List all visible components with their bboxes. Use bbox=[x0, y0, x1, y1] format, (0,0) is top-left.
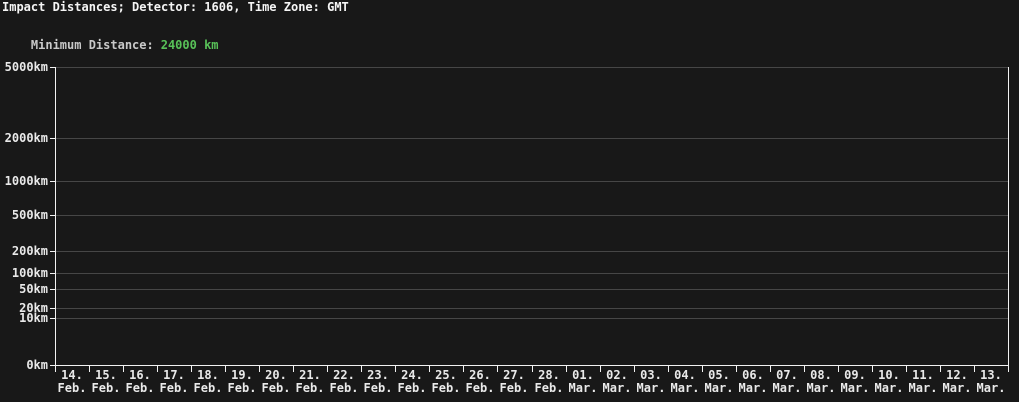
x-axis-tick bbox=[702, 366, 703, 372]
x-axis-label: 01. Mar. bbox=[568, 368, 598, 395]
x-axis-tick bbox=[600, 366, 601, 372]
x-axis-tick bbox=[736, 366, 737, 372]
x-axis-label: 02. Mar. bbox=[602, 368, 632, 395]
x-axis-label: 25. Feb. bbox=[431, 368, 461, 395]
x-axis-label: 04. Mar. bbox=[670, 368, 700, 395]
x-axis-label: 03. Mar. bbox=[636, 368, 666, 395]
x-axis-tick bbox=[293, 366, 294, 372]
y-gridline bbox=[55, 138, 1008, 139]
x-axis-tick bbox=[906, 366, 907, 372]
y-axis-tick bbox=[50, 273, 55, 274]
x-axis-label: 20. Feb. bbox=[261, 368, 291, 395]
minimum-distance-value: 24000 km bbox=[160, 38, 219, 52]
y-axis-label: 5000km bbox=[4, 60, 48, 74]
y-gridline bbox=[55, 308, 1008, 309]
x-axis-tick bbox=[770, 366, 771, 372]
x-axis-tick bbox=[804, 366, 805, 372]
x-axis-label: 15. Feb. bbox=[91, 368, 121, 395]
x-axis-tick bbox=[361, 366, 362, 372]
y-axis-label: 100km bbox=[11, 266, 48, 280]
x-axis-tick bbox=[532, 366, 533, 372]
y-axis-label: 2000km bbox=[4, 131, 48, 145]
y-axis-line-right bbox=[1008, 67, 1009, 366]
y-gridline bbox=[55, 289, 1008, 290]
y-axis-tick bbox=[50, 138, 55, 139]
y-axis-tick bbox=[50, 318, 55, 319]
x-axis-label: 26. Feb. bbox=[465, 368, 495, 395]
x-axis-tick bbox=[838, 366, 839, 372]
x-axis-label: 23. Feb. bbox=[363, 368, 393, 395]
x-axis-label: 22. Feb. bbox=[329, 368, 359, 395]
y-gridline bbox=[55, 215, 1008, 216]
x-axis-label: 09. Mar. bbox=[840, 368, 870, 395]
x-axis-tick bbox=[225, 366, 226, 372]
x-axis-label: 28. Feb. bbox=[534, 368, 564, 395]
x-axis-tick bbox=[566, 366, 567, 372]
y-axis-label: 1000km bbox=[4, 174, 48, 188]
y-axis-tick bbox=[50, 181, 55, 182]
x-axis-tick bbox=[463, 366, 464, 372]
x-axis-label: 07. Mar. bbox=[772, 368, 802, 395]
x-axis-tick bbox=[123, 366, 124, 372]
x-axis-tick bbox=[157, 366, 158, 372]
x-axis-tick bbox=[55, 366, 56, 372]
x-axis-tick bbox=[191, 366, 192, 372]
x-axis-tick bbox=[259, 366, 260, 372]
minimum-distance-line: Minimum Distance: 24000 km bbox=[2, 26, 219, 65]
y-axis-label: 0km bbox=[26, 358, 48, 372]
x-axis-label: 13. Mar. bbox=[976, 368, 1006, 395]
x-axis-tick bbox=[974, 366, 975, 372]
minimum-distance-label: Minimum Distance: bbox=[30, 38, 154, 52]
x-axis-label: 11. Mar. bbox=[908, 368, 938, 395]
chart-title: Impact Distances; Detector: 1606, Time Z… bbox=[2, 0, 349, 14]
x-axis-tick bbox=[89, 366, 90, 372]
y-gridline bbox=[55, 181, 1008, 182]
x-axis-line bbox=[55, 365, 1009, 366]
x-axis-tick bbox=[429, 366, 430, 372]
y-axis-label: 10km bbox=[19, 311, 48, 325]
x-axis-label: 05. Mar. bbox=[704, 368, 734, 395]
x-axis-label: 12. Mar. bbox=[942, 368, 972, 395]
x-axis-tick bbox=[940, 366, 941, 372]
x-axis-tick bbox=[497, 366, 498, 372]
x-axis-label: 17. Feb. bbox=[159, 368, 189, 395]
x-axis-label: 14. Feb. bbox=[57, 368, 87, 395]
y-gridline bbox=[55, 318, 1008, 319]
y-axis-tick bbox=[50, 365, 55, 366]
x-axis-tick bbox=[395, 366, 396, 372]
y-axis-label: 50km bbox=[19, 282, 48, 296]
x-axis-tick bbox=[327, 366, 328, 372]
y-axis-tick bbox=[50, 215, 55, 216]
y-axis-tick bbox=[50, 67, 55, 68]
y-axis-tick bbox=[50, 251, 55, 252]
x-axis-tick bbox=[634, 366, 635, 372]
y-axis-label: 500km bbox=[11, 208, 48, 222]
y-gridline bbox=[55, 251, 1008, 252]
x-axis-label: 21. Feb. bbox=[295, 368, 325, 395]
y-axis-line-left bbox=[55, 67, 56, 366]
x-axis-label: 16. Feb. bbox=[125, 368, 155, 395]
x-axis-label: 24. Feb. bbox=[397, 368, 427, 395]
y-axis-label: 200km bbox=[11, 244, 48, 258]
x-axis-label: 10. Mar. bbox=[874, 368, 904, 395]
y-gridline bbox=[55, 67, 1008, 68]
x-axis-label: 27. Feb. bbox=[499, 368, 529, 395]
x-axis-label: 18. Feb. bbox=[193, 368, 223, 395]
y-axis-label: 20km bbox=[19, 301, 48, 315]
x-axis-tick bbox=[668, 366, 669, 372]
x-axis-tick bbox=[872, 366, 873, 372]
x-axis-tick bbox=[1008, 366, 1009, 372]
y-axis-tick bbox=[50, 308, 55, 309]
x-axis-label: 06. Mar. bbox=[738, 368, 768, 395]
y-axis-tick bbox=[50, 289, 55, 290]
y-gridline bbox=[55, 273, 1008, 274]
x-axis-label: 19. Feb. bbox=[227, 368, 257, 395]
x-axis-label: 08. Mar. bbox=[806, 368, 836, 395]
